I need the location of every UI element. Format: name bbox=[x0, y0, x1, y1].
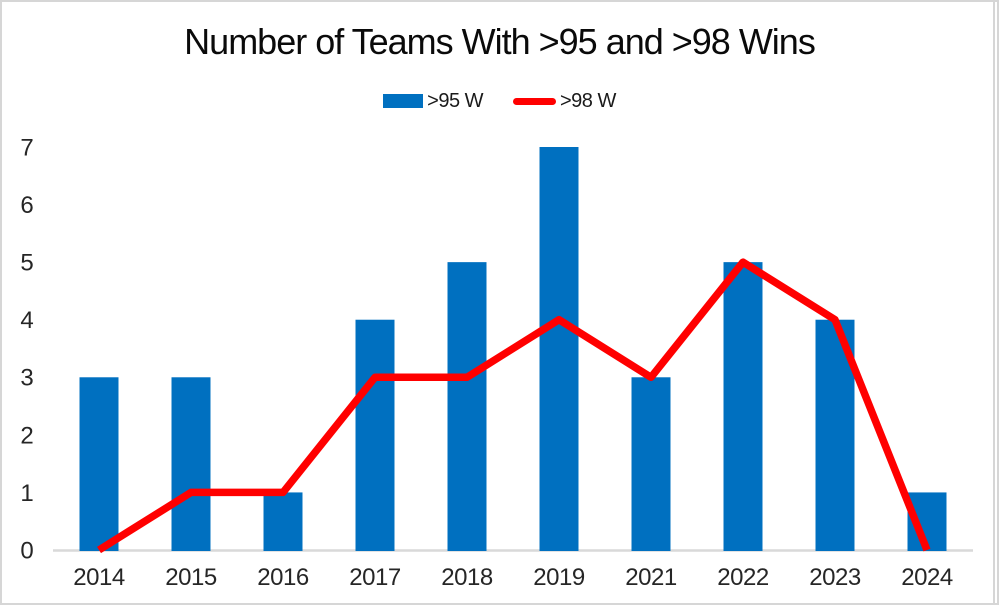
bar-2019 bbox=[539, 147, 579, 551]
y-tick-label: 1 bbox=[20, 480, 33, 507]
bar-2021 bbox=[631, 377, 671, 551]
legend-label: >98 W bbox=[560, 89, 616, 112]
y-tick-label: 2 bbox=[20, 422, 33, 449]
bar-2016 bbox=[263, 492, 303, 551]
bar-2014 bbox=[79, 377, 119, 551]
x-axis-label: 2021 bbox=[625, 564, 677, 591]
x-axis-label: 2019 bbox=[533, 564, 585, 591]
legend-bar-swatch bbox=[383, 94, 424, 108]
y-tick-label: 6 bbox=[20, 192, 33, 219]
line-series-98w bbox=[97, 258, 931, 554]
y-tick-label: 5 bbox=[20, 250, 33, 277]
x-axis-label: 2016 bbox=[257, 564, 309, 591]
x-axis-label: 2015 bbox=[165, 564, 217, 591]
x-axis-label: 2023 bbox=[809, 564, 861, 591]
y-tick-label: 7 bbox=[20, 134, 33, 161]
x-axis-label: 2024 bbox=[901, 564, 953, 591]
y-tick-label: 0 bbox=[20, 537, 33, 564]
chart-frame-right-edge bbox=[993, 2, 995, 603]
legend-item-98w: >98 W bbox=[513, 90, 616, 113]
x-axis-label: 2017 bbox=[349, 564, 401, 591]
x-axis-label: 2018 bbox=[441, 564, 493, 591]
chart-legend: >95 W >98 W bbox=[2, 86, 997, 116]
legend-line-swatch bbox=[513, 97, 556, 105]
legend-item-95w: >95 W bbox=[383, 90, 483, 113]
x-axis-label: 2014 bbox=[73, 564, 125, 591]
x-axis-label: 2022 bbox=[717, 564, 769, 591]
y-tick-label: 3 bbox=[20, 365, 33, 392]
bar-2017 bbox=[355, 319, 395, 551]
bar-2018 bbox=[447, 262, 487, 551]
legend-label: >95 W bbox=[427, 89, 483, 112]
bar-2022 bbox=[723, 262, 763, 551]
y-tick-label: 4 bbox=[20, 307, 33, 334]
bar-2015 bbox=[171, 377, 211, 551]
chart-title: Number of Teams With >95 and >98 Wins bbox=[184, 21, 816, 62]
